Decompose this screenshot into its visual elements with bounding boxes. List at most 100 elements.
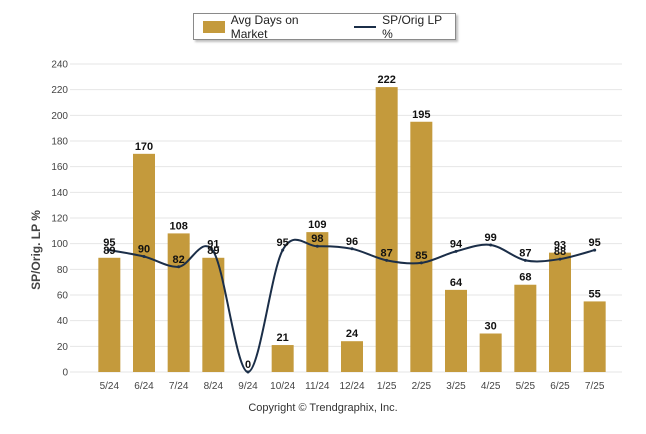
bar: [479, 333, 502, 372]
x-tick-label: 2/25: [412, 381, 432, 392]
legend-line-label: SP/Orig LP %: [382, 12, 442, 41]
line-data-label: 98: [311, 233, 323, 245]
legend-line-swatch: [354, 25, 377, 28]
bar-data-label: 195: [412, 109, 430, 121]
y-tick-label: 120: [51, 214, 68, 225]
x-tick-label: 8/24: [204, 381, 224, 392]
line-point: [385, 258, 389, 262]
line-point: [523, 258, 527, 262]
y-tick-label: 40: [57, 316, 69, 327]
copyright-text: Copyright © Trendgraphix, Inc.: [248, 402, 398, 414]
label-layer: 89 170 108 89 0 21 109 24 222 195 64 30 68 93 55 95 90 82…: [103, 74, 601, 371]
bar: [375, 87, 398, 372]
bar: [583, 301, 606, 372]
line-data-label: 95: [589, 237, 601, 249]
bar: [445, 289, 467, 372]
bar: [202, 257, 225, 372]
bar-data-label: 55: [589, 288, 601, 300]
line-point: [315, 244, 319, 248]
bar: [306, 232, 329, 372]
line-data-label: 96: [346, 236, 358, 248]
legend-item-bar: Avg Days on Market: [203, 13, 337, 41]
y-axis-title-wrap: SP/Orig. LP %: [6, 130, 66, 370]
x-tick-label: 1/25: [377, 381, 397, 392]
bar-data-label: 30: [485, 321, 497, 333]
x-tick-label: 12/24: [339, 381, 364, 392]
x-tick-label: 10/24: [270, 381, 295, 392]
bar: [167, 233, 190, 372]
legend-bar-label: Avg Days on Market: [230, 12, 299, 41]
y-tick-label: 0: [62, 368, 68, 379]
y-tick-label: 180: [51, 137, 68, 148]
bar-data-label: 68: [519, 272, 531, 284]
line-data-label: 95: [103, 237, 115, 249]
bar: [133, 153, 155, 372]
x-tick-label: 7/25: [585, 381, 605, 392]
line-data-label: 88: [554, 246, 566, 258]
line-point: [211, 249, 215, 253]
bar: [514, 284, 537, 372]
x-tick-label: 6/24: [134, 381, 154, 392]
y-tick-label: 60: [57, 291, 69, 302]
bar-layer: [98, 87, 606, 372]
bar-data-label: 108: [169, 220, 187, 232]
line-point: [177, 265, 181, 269]
bar: [341, 341, 363, 372]
x-tick-label: 4/25: [481, 381, 501, 392]
y-tick-label: 160: [51, 162, 68, 173]
grid-layer: [70, 63, 622, 373]
bar-data-label: 170: [135, 141, 153, 153]
x-tick-label: 11/24: [305, 381, 330, 392]
line-point: [350, 247, 354, 251]
line-point: [593, 248, 597, 252]
y-tick-label: 100: [51, 239, 68, 250]
line-data-label: 82: [173, 254, 185, 266]
line-point: [281, 248, 285, 252]
x-tick-label: 5/25: [516, 381, 536, 392]
line-point: [489, 243, 493, 247]
bar-data-label: 89: [207, 245, 219, 257]
bar-data-label: 89: [103, 245, 115, 257]
line-data-label: 91: [207, 238, 219, 250]
x-tick-label: 6/25: [550, 381, 570, 392]
line-data-label: 90: [138, 244, 150, 256]
line-data-label: 99: [485, 232, 497, 244]
x-tick-label: 7/24: [169, 381, 189, 392]
bar-data-label: 24: [346, 328, 359, 340]
y-axis-title: SP/Orig. LP %: [29, 210, 43, 290]
line-point: [454, 249, 458, 253]
y-tick-label: 220: [51, 85, 68, 96]
bar: [271, 345, 294, 372]
y-tick-label: 240: [51, 60, 68, 71]
line-data-label: 87: [519, 247, 531, 259]
chart-legend: Avg Days on Market SP/Orig LP %: [193, 13, 456, 41]
bar-data-label: 93: [554, 240, 566, 252]
y-tick-label: 140: [51, 188, 68, 199]
bar-data-label: 222: [377, 74, 395, 86]
series-line: [109, 238, 595, 374]
line-data-label: 95: [277, 237, 289, 249]
line-data-label: 87: [381, 247, 393, 259]
line-point: [419, 261, 423, 265]
bar-data-label: 0: [245, 359, 251, 371]
line-point: [142, 255, 146, 258]
bar: [549, 252, 571, 372]
bar: [98, 257, 121, 372]
bar: [410, 121, 433, 372]
line-point: [558, 257, 562, 261]
legend-bar-swatch: [203, 20, 225, 33]
y-tick-label: 20: [57, 342, 69, 353]
line-point: [107, 248, 111, 252]
x-tick-label: 3/25: [446, 381, 466, 392]
legend-item-line: SP/Orig LP %: [346, 13, 455, 41]
y-tick-label: 80: [57, 265, 69, 276]
bar-data-label: 64: [450, 277, 463, 289]
x-tick-label: 9/24: [238, 381, 258, 392]
bar-data-label: 21: [277, 332, 289, 344]
line-layer: [107, 238, 597, 374]
line-point: [246, 370, 250, 374]
line-data-label: 94: [450, 238, 463, 250]
